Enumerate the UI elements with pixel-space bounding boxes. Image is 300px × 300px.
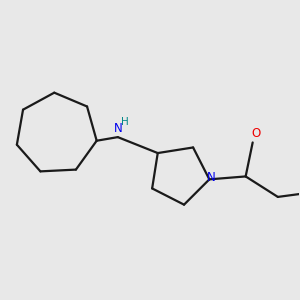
Text: H: H	[121, 117, 129, 127]
Text: N: N	[113, 122, 122, 135]
Text: N: N	[207, 170, 216, 184]
Text: O: O	[252, 127, 261, 140]
